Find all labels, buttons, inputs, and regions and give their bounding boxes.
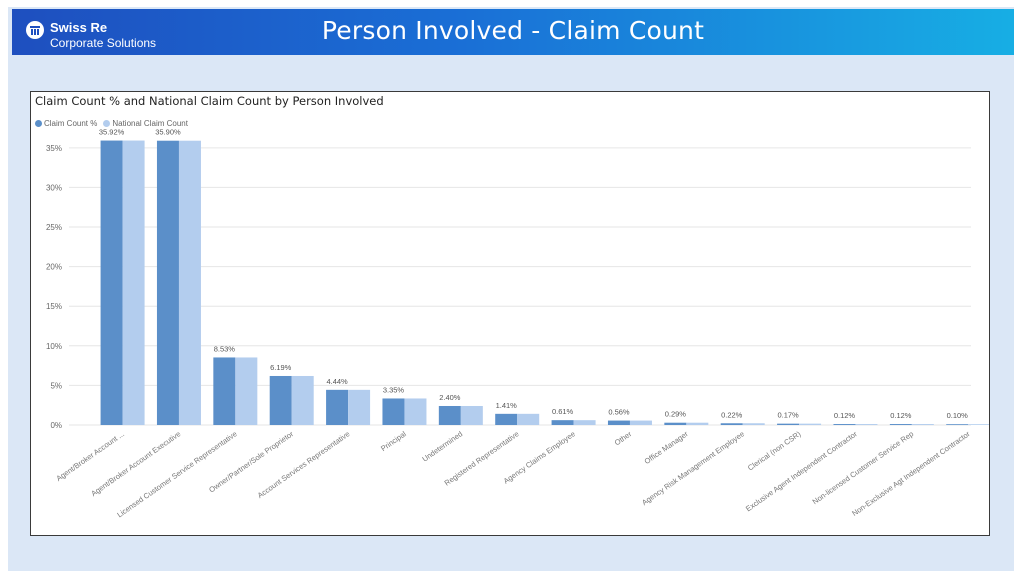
data-label: 0.29% <box>665 410 687 419</box>
bar-claim-count <box>438 405 461 425</box>
y-tick-label: 30% <box>46 183 62 192</box>
bar-national-claim-count <box>573 420 596 425</box>
bar-national-claim-count <box>235 357 258 425</box>
chart-card: 0% 5% 10% 15% 20% 25% 30% 35% 35.92% Agent/Broker… <box>30 91 990 536</box>
bar-national-claim-count <box>742 423 765 425</box>
bar-claim-count <box>551 420 574 425</box>
legend-item-national-claim-count[interactable]: National Claim Count <box>103 119 188 128</box>
bar-claim-count <box>495 413 518 425</box>
bar-national-claim-count <box>460 405 483 425</box>
bar-national-claim-count <box>348 389 371 425</box>
x-category-label: Agent/Broker Account Executive <box>89 429 182 498</box>
y-tick-label: 25% <box>46 223 62 232</box>
bar-national-claim-count <box>911 424 934 425</box>
y-tick-label: 35% <box>46 144 62 153</box>
x-category-label: Non-licensed Customer Service Rep <box>811 429 916 506</box>
bar-national-claim-count <box>799 423 822 425</box>
bar-claim-count <box>213 357 236 425</box>
bar-national-claim-count <box>629 420 652 425</box>
legend-dot-icon <box>35 120 42 127</box>
bar-national-claim-count <box>855 424 878 425</box>
legend-dot-icon <box>103 120 111 127</box>
swiss-re-logo-icon <box>26 21 44 39</box>
bar-national-claim-count <box>968 424 989 426</box>
x-category-label: Agency Risk Management Employee <box>640 429 746 507</box>
data-label: 0.22% <box>721 410 743 419</box>
bar-claim-count <box>833 424 856 425</box>
data-label: 0.56% <box>608 408 630 417</box>
bar-national-claim-count <box>291 375 314 425</box>
bar-national-claim-count <box>178 140 201 425</box>
chart-legend: Claim Count % National Claim Count <box>35 119 188 128</box>
brand-name: Swiss Re <box>50 20 108 35</box>
page-title: Person Involved - Claim Count <box>321 16 705 45</box>
data-label: 8.53% <box>214 344 236 353</box>
x-category-label: Clerical (non CSR) <box>746 429 803 473</box>
bar-claim-count <box>946 424 969 426</box>
y-tick-label: 20% <box>46 263 62 272</box>
y-tick-label: 15% <box>46 302 62 311</box>
data-label: 3.35% <box>383 385 405 394</box>
data-label: 4.44% <box>326 377 348 386</box>
x-category-label: Principal <box>379 429 408 453</box>
data-label: 0.61% <box>552 407 574 416</box>
bar-claim-count <box>382 398 405 425</box>
bar-claim-count <box>889 424 912 425</box>
legend-item-claim-count[interactable]: Claim Count % <box>35 119 97 128</box>
bar-national-claim-count <box>686 422 709 425</box>
data-label: 1.41% <box>496 401 518 410</box>
bar-claim-count <box>664 422 687 425</box>
data-label: 35.92% <box>99 128 125 137</box>
bar-claim-count <box>607 420 630 425</box>
bar-national-claim-count <box>517 413 540 425</box>
data-label: 0.12% <box>890 411 912 420</box>
bar-claim-count <box>269 375 292 425</box>
bar-national-claim-count <box>122 140 145 425</box>
x-category-label: Office Manager <box>643 429 690 466</box>
bar-chart: 0% 5% 10% 15% 20% 25% 30% 35% 35.92% Agent/Broker… <box>46 128 989 519</box>
bar-claim-count <box>720 423 743 425</box>
legend-label: Claim Count % <box>44 119 98 128</box>
bar-national-claim-count <box>404 398 427 425</box>
legend-label: National Claim Count <box>112 119 188 128</box>
y-tick-label: 0% <box>50 421 62 430</box>
data-label: 0.10% <box>947 411 969 420</box>
x-category-label: Account Services Representative <box>256 429 352 500</box>
x-category-label: Undetermined <box>420 429 464 463</box>
chart-title: Claim Count % and National Claim Count b… <box>35 94 384 108</box>
x-category-label: Exclusive Agent Independent Contractor <box>744 429 859 513</box>
data-label: 2.40% <box>439 393 461 402</box>
x-category-label: Non-Exclusive Agt Independent Contractor <box>850 429 972 518</box>
brand-subtitle: Corporate Solutions <box>50 36 157 50</box>
x-category-label: Licensed Customer Service Representative <box>115 429 238 519</box>
bar-claim-count <box>100 140 123 425</box>
bar-claim-count <box>326 389 349 425</box>
y-tick-label: 5% <box>50 381 62 390</box>
y-tick-label: 10% <box>46 342 62 351</box>
data-label: 0.12% <box>834 411 856 420</box>
data-label: 0.17% <box>777 411 799 420</box>
header-banner: Swiss Re Corporate Solutions Person Invo… <box>12 9 1014 55</box>
bar-claim-count <box>777 423 800 425</box>
data-label: 6.19% <box>270 363 292 372</box>
data-label: 35.90% <box>155 128 181 137</box>
x-category-label: Other <box>613 429 634 447</box>
bar-claim-count <box>156 140 179 425</box>
